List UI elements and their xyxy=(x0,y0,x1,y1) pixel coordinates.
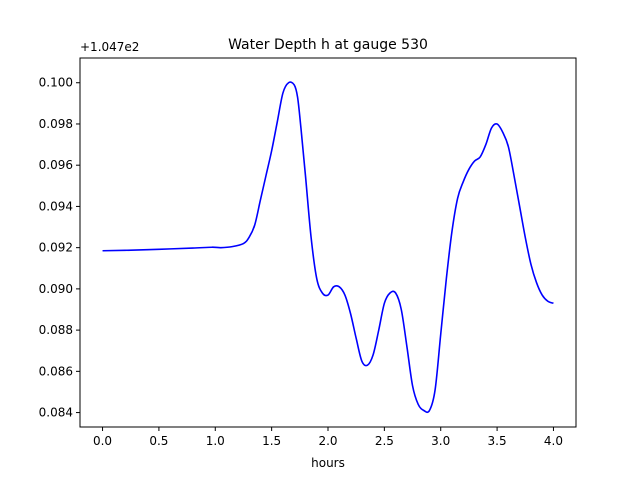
y-axis-offset-label: +1.047e2 xyxy=(80,40,139,54)
y-tick-label: 0.084 xyxy=(39,406,73,420)
y-tick-label: 0.096 xyxy=(39,158,73,172)
series-layer xyxy=(102,81,554,414)
x-tick-label: 3.0 xyxy=(431,434,450,448)
y-tick-label: 0.088 xyxy=(39,323,73,337)
y-tick-label: 0.098 xyxy=(39,117,73,131)
y-tick-label: 0.092 xyxy=(39,241,73,255)
chart-title: Water Depth h at gauge 530 xyxy=(228,37,428,53)
y-tick-label: 0.086 xyxy=(39,364,73,378)
plot-frame xyxy=(79,57,577,428)
x-tick-label: 1.5 xyxy=(262,434,281,448)
x-tick-label: 3.5 xyxy=(488,434,507,448)
x-tick-label: 4.0 xyxy=(544,434,563,448)
series-line xyxy=(102,81,554,414)
y-tick-label: 0.090 xyxy=(39,282,73,296)
x-tick-label: 2.5 xyxy=(375,434,394,448)
x-tick-label: 0.0 xyxy=(93,434,112,448)
y-axis-ticks: 0.084 0.086 0.088 0.090 0.092 0.094 0.096 0.098… xyxy=(39,76,80,420)
x-tick-label: 2.0 xyxy=(318,434,337,448)
x-axis-ticks: 0.0 0.5 1.0 1.5 2.0 2.5 3.0 3.5 4.0 xyxy=(93,427,563,448)
y-tick-label: 0.094 xyxy=(39,199,73,213)
x-axis-label: hours xyxy=(311,456,345,470)
x-tick-label: 1.0 xyxy=(206,434,225,448)
y-tick-label: 0.100 xyxy=(39,76,73,90)
x-tick-label: 0.5 xyxy=(149,434,168,448)
